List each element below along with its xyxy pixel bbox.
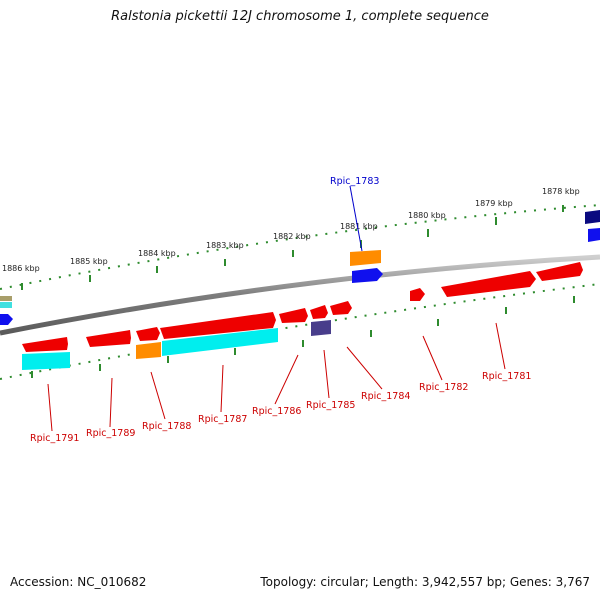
lower-major-ticks: [31, 296, 575, 378]
gene-feature: [588, 228, 600, 242]
upper-tick-track: [0, 204, 600, 290]
callout-line: [150, 371, 166, 420]
callout-line: [109, 377, 113, 428]
gene-feature: [310, 305, 328, 319]
gene-labels: Rpic_1783 Rpic_1791 Rpic_1789 Rpic_1788 …: [30, 176, 531, 444]
gene-feature: [162, 328, 278, 356]
gene-label: Rpic_1786: [252, 406, 301, 417]
tick-labels: 1886 kbp 1885 kbp 1884 kbp 1883 kbp 1882…: [2, 187, 580, 273]
gene-feature: [330, 301, 352, 315]
callout-line: [346, 346, 383, 390]
upper-major-ticks: [21, 205, 564, 290]
tick-label: 1882 kbp: [273, 232, 311, 241]
callout-line: [220, 364, 224, 413]
upper-strand-genes: [0, 210, 600, 325]
map-title: Ralstonia pickettii 12J chromosome 1, co…: [111, 9, 489, 24]
gene-feature: [441, 271, 536, 297]
gene-feature: [410, 288, 425, 301]
gene-feature: [0, 314, 13, 325]
gene-label: Rpic_1788: [142, 421, 191, 432]
gene-feature: [136, 342, 161, 359]
callout-line: [349, 185, 363, 252]
lower-strand-genes: [22, 320, 331, 370]
tick-label: 1880 kbp: [408, 211, 446, 220]
gene-feature: [311, 320, 331, 336]
gene-feature: [352, 268, 383, 283]
gene-feature: [160, 312, 276, 339]
red-genes: [22, 262, 583, 352]
tick-label: 1881 kbp: [340, 222, 378, 231]
gene-feature: [350, 250, 381, 266]
gene-feature: [22, 352, 70, 370]
gene-label: Rpic_1784: [361, 391, 410, 402]
gene-feature: [22, 337, 68, 352]
gene-feature: [279, 308, 308, 323]
tick-label: 1886 kbp: [2, 264, 40, 273]
gene-feature: [86, 330, 131, 347]
gene-label: Rpic_1781: [482, 371, 531, 382]
tick-label: 1878 kbp: [542, 187, 580, 196]
callout-line: [495, 322, 506, 370]
tick-label: 1883 kbp: [206, 241, 244, 250]
gene-feature: [0, 302, 12, 308]
genome-summary-text: Topology: circular; Length: 3,942,557 bp…: [260, 575, 590, 589]
callout-line: [323, 349, 330, 399]
tick-label: 1885 kbp: [70, 257, 108, 266]
gene-feature: [536, 262, 583, 281]
callout-line: [47, 383, 53, 432]
tick-label: 1884 kbp: [138, 249, 176, 258]
gene-label: Rpic_1789: [86, 428, 135, 439]
gene-label: Rpic_1783: [330, 176, 379, 187]
lower-tick-track: [0, 283, 600, 380]
callout-lines: [47, 185, 506, 432]
gene-label: Rpic_1785: [306, 400, 355, 411]
callout-line: [422, 335, 443, 381]
callout-line: [274, 354, 299, 405]
gene-feature: [136, 327, 160, 341]
accession-text: Accession: NC_010682: [10, 575, 147, 589]
gene-label: Rpic_1782: [419, 382, 468, 393]
gene-label: Rpic_1787: [198, 414, 247, 425]
gene-feature: [585, 210, 600, 224]
gene-feature: [0, 296, 12, 301]
gene-label: Rpic_1791: [30, 433, 79, 444]
tick-label: 1879 kbp: [475, 199, 513, 208]
chromosome-backbone: [0, 254, 600, 336]
